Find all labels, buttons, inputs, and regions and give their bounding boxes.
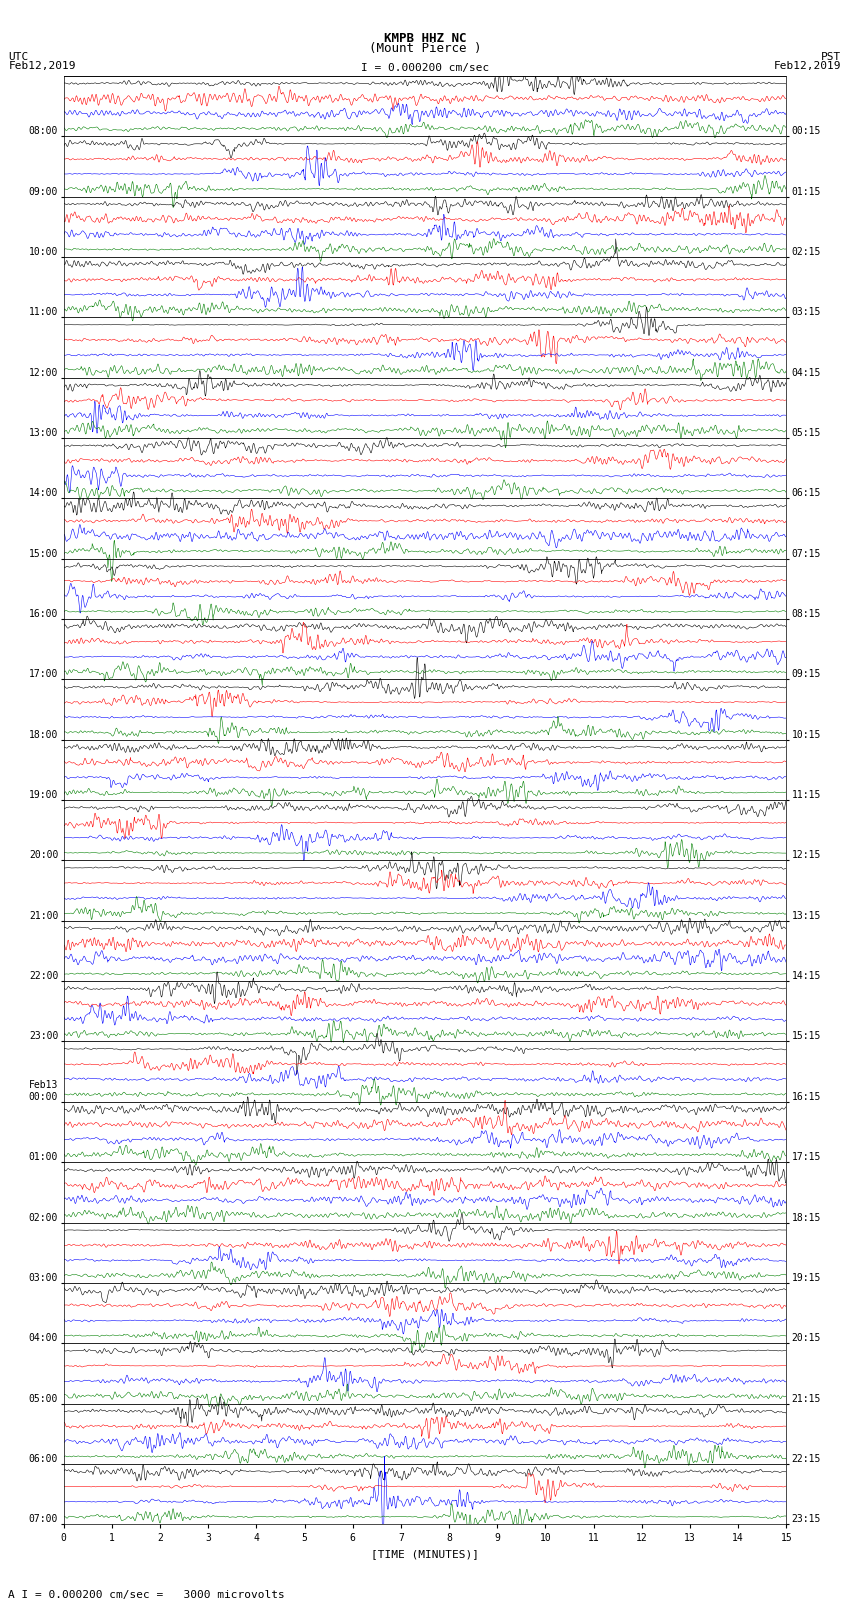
Text: Feb12,2019: Feb12,2019 (8, 61, 76, 71)
Text: A I = 0.000200 cm/sec =   3000 microvolts: A I = 0.000200 cm/sec = 3000 microvolts (8, 1590, 286, 1600)
Text: UTC: UTC (8, 52, 29, 61)
Text: Feb12,2019: Feb12,2019 (774, 61, 842, 71)
X-axis label: [TIME (MINUTES)]: [TIME (MINUTES)] (371, 1548, 479, 1558)
Text: PST: PST (821, 52, 842, 61)
Text: I = 0.000200 cm/sec: I = 0.000200 cm/sec (361, 63, 489, 73)
Text: KMPB HHZ NC: KMPB HHZ NC (383, 32, 467, 45)
Text: (Mount Pierce ): (Mount Pierce ) (369, 42, 481, 55)
